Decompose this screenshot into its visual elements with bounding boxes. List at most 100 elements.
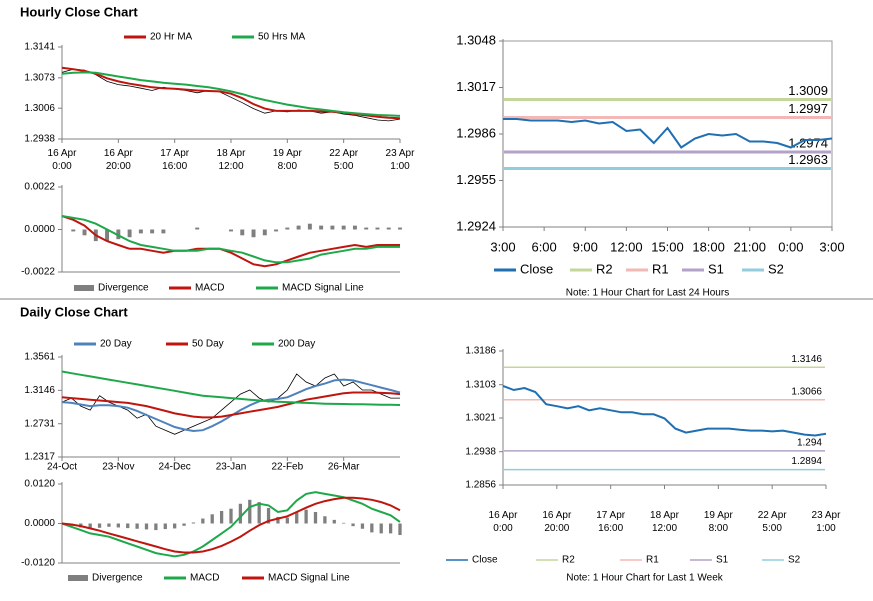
- level-label: 1.3009: [788, 83, 828, 98]
- y-tick-label: 0.0000: [24, 224, 55, 235]
- divergence-bar: [352, 225, 357, 230]
- y-tick-label: 1.2938: [24, 134, 55, 145]
- level-label: 1.3146: [791, 354, 822, 365]
- divergence-bar: [304, 509, 308, 524]
- divergence-bar: [161, 229, 166, 234]
- divergence-bar: [229, 508, 233, 524]
- series-line: [61, 391, 401, 419]
- chart-note: Note: 1 Hour Chart for Last 24 Hours: [566, 288, 729, 299]
- x-tick-label: 23 Apr 1:00: [812, 510, 842, 534]
- x-tick-label-line: 1:00: [390, 161, 410, 172]
- y-tick-label: 1.3021: [465, 413, 496, 424]
- x-tick-label: 19 Apr 8:00: [273, 148, 303, 172]
- divergence-bar: [266, 508, 271, 524]
- legend-label: Close: [520, 261, 553, 276]
- y-tick-label: 1.2856: [465, 480, 496, 491]
- x-tick-label: 0:00: [778, 239, 803, 254]
- x-tick-label-line: 20:00: [544, 523, 569, 534]
- y-tick-label: 1.2955: [456, 172, 496, 187]
- divergence-bar: [360, 523, 365, 529]
- divergence-bar: [257, 502, 261, 524]
- x-tick-label-line: 5:00: [334, 161, 354, 172]
- x-tick-label: 26-Mar: [328, 462, 360, 473]
- legend-label: S2: [788, 555, 801, 566]
- series-line: [61, 370, 401, 406]
- series-line: [61, 215, 400, 268]
- x-tick-label: 18 Apr 12:00: [650, 510, 680, 534]
- x-tick-label: 18:00: [692, 239, 725, 254]
- y-tick-label: 0.0000: [24, 518, 55, 529]
- legend-label: 20 Day: [100, 339, 132, 350]
- divergence-bar: [398, 523, 402, 536]
- legend-label: S1: [716, 555, 729, 566]
- series-line: [502, 384, 827, 437]
- divergence-bar: [154, 523, 158, 531]
- x-tick-label-line: 16 Apr: [104, 148, 134, 159]
- x-tick-label-line: 22 Apr: [758, 510, 788, 521]
- y-tick-label: 0.0022: [24, 182, 55, 193]
- legend-label: R1: [652, 261, 669, 276]
- x-tick-label: 18 Apr 12:00: [217, 148, 247, 172]
- chart-note: Note: 1 Hour Chart for Last 1 Week: [566, 573, 724, 584]
- divergence-bar: [274, 229, 279, 232]
- divergence-bar: [379, 523, 383, 534]
- divergence-bar: [82, 229, 87, 236]
- x-tick-label: 19 Apr 8:00: [704, 510, 734, 534]
- divergence-bar: [364, 227, 369, 230]
- x-tick-label: 16 Apr 20:00: [542, 510, 572, 534]
- x-tick-label-line: 12:00: [652, 523, 677, 534]
- x-tick-label: 22 Apr 5:00: [329, 148, 359, 172]
- x-tick-label: 23 Apr 1:00: [386, 148, 416, 172]
- y-tick-label: 1.2317: [24, 452, 55, 463]
- x-tick-label-line: 23 Apr: [386, 148, 416, 159]
- x-tick-label-line: 0:00: [493, 523, 513, 534]
- y-tick-label: 1.2986: [456, 125, 496, 140]
- divergence-bar: [342, 522, 346, 524]
- legend-label: 200 Day: [278, 339, 315, 350]
- divergence-bar: [251, 229, 256, 238]
- divergence-bar: [107, 523, 111, 527]
- divergence-bar: [307, 223, 312, 230]
- divergence-bar: [219, 510, 224, 524]
- divergence-bar: [332, 519, 336, 524]
- divergence-bar: [388, 523, 393, 534]
- divergence-bar: [210, 514, 214, 524]
- divergence-bar: [127, 229, 132, 238]
- divergence-bar: [285, 517, 289, 524]
- plot-frame: [502, 40, 833, 228]
- divergence-bar: [262, 229, 267, 236]
- legend-label: R2: [596, 261, 613, 276]
- divergence-bar: [191, 522, 196, 524]
- y-tick-label: 1.2938: [465, 446, 496, 457]
- divergence-bar: [229, 229, 233, 232]
- x-tick-label: 17 Apr 16:00: [160, 148, 190, 172]
- x-tick-label: 3:00: [819, 239, 844, 254]
- series-line: [503, 118, 833, 149]
- divergence-bar: [126, 523, 130, 529]
- divergence-bar: [238, 503, 243, 524]
- x-tick-label: 23-Jan: [216, 462, 247, 473]
- divergence-bar: [144, 523, 149, 530]
- x-tick-label: 21:00: [733, 239, 766, 254]
- level-label: 1.2997: [788, 101, 828, 116]
- x-tick-label-line: 16:00: [598, 523, 623, 534]
- divergence-bar: [341, 225, 346, 230]
- x-tick-label-line: 16 Apr: [48, 148, 78, 159]
- legend-label: 20 Hr MA: [150, 32, 193, 43]
- legend-label: Divergence: [98, 283, 149, 294]
- level-label: 1.3066: [791, 386, 822, 397]
- divergence-bar: [398, 227, 402, 230]
- y-tick-label: 1.3141: [24, 42, 55, 53]
- x-tick-label: 3:00: [490, 239, 515, 254]
- x-tick-label-line: 8:00: [709, 523, 729, 534]
- legend-label: S2: [768, 261, 784, 276]
- y-tick-label: 1.3073: [24, 72, 55, 83]
- x-tick-label-line: 16 Apr: [542, 510, 572, 521]
- legend-label: Close: [472, 555, 498, 566]
- x-tick-label: 24-Oct: [47, 462, 77, 473]
- legend-label: MACD: [190, 573, 219, 584]
- x-tick-label-line: 1:00: [816, 523, 836, 534]
- y-tick-label: 1.2731: [24, 418, 55, 429]
- y-tick-label: -0.0120: [21, 558, 55, 569]
